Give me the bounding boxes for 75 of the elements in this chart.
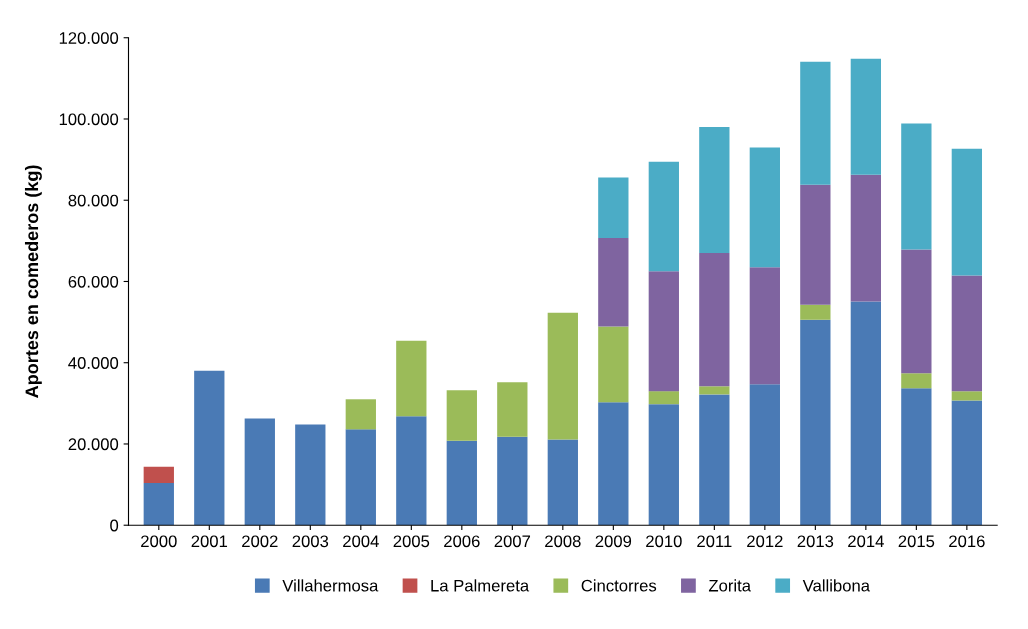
bar (800, 304, 831, 320)
bar (446, 390, 477, 441)
y-axis-title: Aportes en comederos (kg) (24, 165, 42, 398)
bar (295, 424, 326, 526)
bar (648, 404, 679, 526)
legend-label: Villahermosa (282, 579, 379, 592)
legend-label: Cinctorres (581, 579, 657, 592)
y-tick-label: 80.000 (68, 194, 119, 207)
bar (345, 429, 376, 526)
y-tick-label: 20.000 (68, 438, 119, 451)
bar (547, 439, 578, 526)
bar (598, 177, 629, 239)
bar (749, 267, 780, 385)
y-tick-label: 100.000 (59, 113, 119, 126)
bar (598, 238, 629, 327)
x-tick-label: 2000 (141, 535, 177, 548)
bar (699, 253, 730, 387)
legend-label: Zorita (708, 579, 752, 592)
x-tick-label: 2010 (646, 535, 682, 548)
bar (194, 370, 225, 526)
bar (749, 384, 780, 526)
x-tick-label: 2006 (444, 535, 480, 548)
bar (800, 61, 831, 185)
bar (345, 399, 376, 430)
bar (901, 249, 932, 374)
x-tick-label: 2015 (898, 535, 935, 548)
bar (800, 184, 831, 305)
x-tick-label: 2013 (797, 535, 834, 548)
x-tick-label: 2004 (343, 535, 379, 548)
bar (699, 386, 730, 395)
x-tick-label: 2008 (545, 535, 581, 548)
bar (800, 319, 831, 526)
bar (901, 123, 932, 250)
bar (850, 58, 881, 175)
bar (951, 275, 983, 392)
bar (497, 382, 528, 437)
x-tick-label: 2016 (949, 535, 985, 548)
bar (497, 436, 528, 526)
bar (648, 271, 679, 392)
bar (951, 391, 983, 401)
bar (648, 161, 679, 272)
x-tick-label: 2002 (242, 535, 278, 548)
bar (699, 127, 730, 254)
bar (547, 312, 578, 440)
bar (699, 394, 730, 526)
bar (143, 482, 174, 526)
bar (143, 466, 174, 483)
bar (396, 416, 427, 526)
x-tick-label: 2005 (393, 535, 430, 548)
bar (244, 418, 275, 526)
y-tick-label: 0 (110, 519, 119, 532)
bar (850, 174, 881, 302)
bar (598, 326, 629, 403)
x-tick-label: 2009 (595, 535, 632, 548)
bar (446, 440, 477, 526)
bar (901, 388, 932, 526)
y-tick-label: 120.000 (59, 32, 119, 44)
legend-label: La Palmereta (431, 579, 530, 592)
bar (749, 147, 780, 268)
bar (648, 391, 679, 405)
x-tick-label: 2014 (848, 535, 884, 548)
x-tick-label: 2003 (292, 535, 329, 548)
legend-label: Vallibona (802, 579, 871, 592)
y-tick-label: 60.000 (68, 275, 119, 288)
bar (598, 402, 629, 526)
x-tick-label: 2011 (697, 535, 732, 548)
x-tick-label: 2001 (191, 535, 228, 548)
bar (951, 400, 983, 526)
x-tick-label: 2012 (747, 535, 783, 548)
bar (901, 373, 932, 389)
x-tick-label: 2007 (494, 535, 531, 548)
y-tick-label: 40.000 (68, 357, 119, 369)
bar (951, 148, 983, 276)
bar (850, 301, 881, 526)
bar (396, 340, 427, 417)
